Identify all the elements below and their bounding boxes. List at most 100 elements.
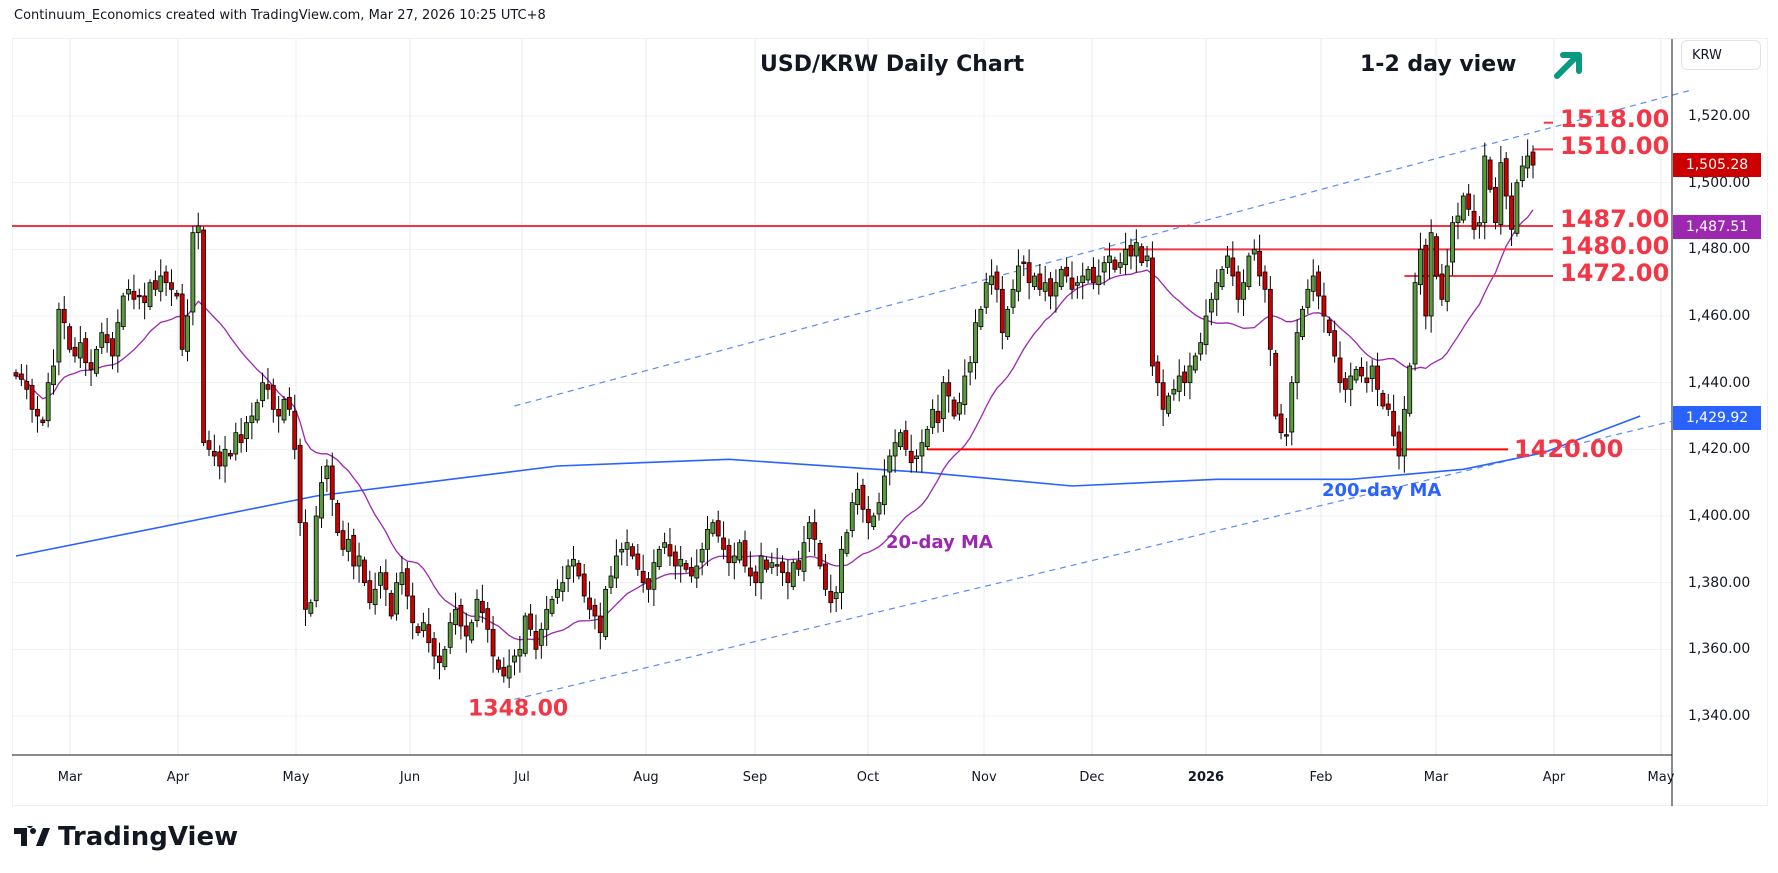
candle-up — [1455, 215, 1461, 224]
chart-frame — [12, 38, 1768, 806]
candle-down — [485, 608, 491, 630]
candle-up — [378, 572, 383, 586]
candle-up — [892, 442, 898, 457]
ma200-line — [15, 415, 1641, 557]
candle-up — [930, 408, 936, 428]
candle-up — [222, 448, 228, 467]
candle-down — [1434, 236, 1439, 277]
candle-up — [538, 628, 544, 646]
candle-up — [1225, 255, 1230, 268]
candle-up — [195, 225, 201, 234]
candle-down — [1021, 261, 1027, 264]
tradingview-logo[interactable]: TradingView — [14, 822, 238, 852]
candle-up — [871, 515, 877, 528]
y-tick-label: 1,400.00 — [1688, 507, 1751, 524]
candle-down — [1530, 151, 1536, 166]
candle-down — [576, 562, 582, 577]
candle-up — [1294, 332, 1300, 384]
candle-up — [1042, 282, 1048, 292]
candle-down — [1026, 262, 1032, 284]
candle-down — [1342, 378, 1348, 390]
candle-down — [903, 430, 909, 450]
candle-up — [1192, 355, 1198, 371]
candle-up — [1203, 315, 1209, 346]
candle-up — [281, 398, 287, 421]
candle-down — [721, 537, 726, 550]
candle-down — [329, 465, 335, 500]
candle-down — [24, 380, 30, 390]
candle-down — [812, 522, 818, 540]
candle-down — [1423, 244, 1429, 317]
candle-up — [522, 615, 528, 654]
attribution-header: Continuum_Economics created with Trading… — [14, 8, 546, 23]
candle-up — [624, 542, 630, 550]
candle-down — [860, 484, 866, 510]
level-label-1518: 1518.00 — [1560, 105, 1670, 133]
candle-down — [270, 384, 276, 410]
candle-down — [265, 384, 271, 390]
candle-up — [967, 362, 973, 373]
candle-up — [1482, 155, 1488, 224]
candle-up — [120, 295, 126, 328]
candle-up — [1032, 275, 1037, 288]
candle-down — [297, 444, 303, 524]
candle-up — [1246, 255, 1252, 288]
candle-up — [839, 548, 844, 594]
candle-down — [211, 450, 217, 457]
candle-up — [833, 592, 839, 600]
ma200-annotation: 200-day MA — [1322, 480, 1442, 501]
candle-up — [1418, 248, 1423, 286]
candle-up — [512, 655, 517, 663]
candle-up — [1514, 182, 1520, 234]
candle-up — [1058, 268, 1064, 288]
candle-up — [705, 528, 710, 550]
candle-down — [367, 580, 373, 604]
candle-down — [1284, 434, 1289, 437]
candle-up — [989, 275, 994, 286]
candle-down — [1364, 377, 1370, 384]
candle-up — [962, 375, 968, 406]
candle-down — [286, 396, 292, 410]
candle-down — [1396, 431, 1402, 457]
candle-down — [131, 290, 137, 300]
candle-up — [737, 542, 743, 561]
candle-down — [1064, 266, 1070, 277]
candle-up — [1412, 282, 1418, 365]
candle-up — [1096, 275, 1102, 286]
candle-up — [474, 598, 480, 622]
candle-up — [656, 548, 662, 568]
candle-down — [292, 410, 298, 450]
x-tick: Apr — [1542, 770, 1566, 785]
y-tick-label: 1,440.00 — [1688, 374, 1751, 391]
candle-up — [356, 555, 362, 567]
candle-down — [490, 628, 496, 657]
candle-up — [1015, 265, 1021, 292]
candle-up — [662, 542, 668, 548]
candle-up — [1401, 408, 1407, 457]
candle-down — [104, 334, 110, 344]
candle-down — [689, 566, 694, 577]
candle-down — [83, 338, 89, 364]
candle-up — [1053, 282, 1059, 297]
candle-down — [1332, 330, 1338, 357]
level-label-1480: 1480.00 — [1560, 232, 1670, 260]
candle-up — [619, 548, 625, 553]
y-tick-label: 1,420.00 — [1688, 441, 1751, 458]
candle-up — [147, 282, 153, 308]
candle-down — [1273, 352, 1279, 417]
candle-up — [308, 602, 314, 614]
candle-up — [1353, 368, 1359, 381]
candle-up — [1101, 262, 1107, 273]
candle-up — [914, 455, 919, 460]
candle-up — [249, 415, 255, 424]
candle-up — [1144, 255, 1150, 262]
candle-down — [951, 399, 957, 417]
currency-label[interactable]: KRW — [1681, 40, 1761, 70]
candle-down — [163, 271, 169, 284]
candle-down — [1235, 271, 1241, 300]
candle-up — [1450, 222, 1455, 263]
candle-up — [790, 562, 796, 588]
candle-up — [973, 322, 978, 364]
candle-up — [1074, 282, 1080, 286]
